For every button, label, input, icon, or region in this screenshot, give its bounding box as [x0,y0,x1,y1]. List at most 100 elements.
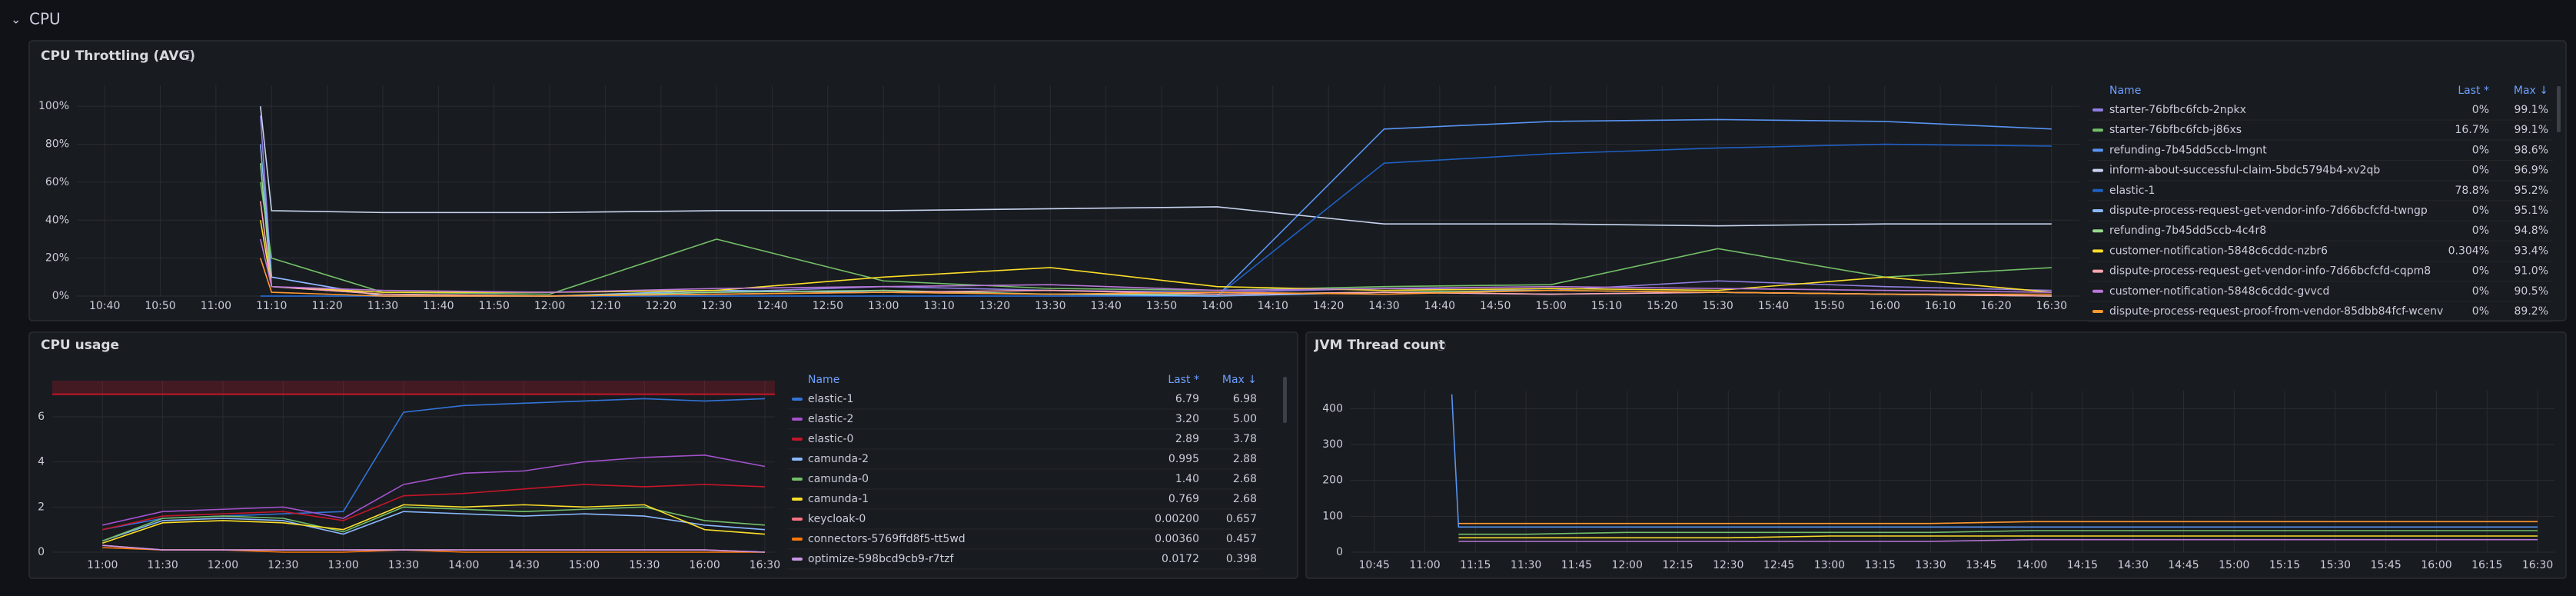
legend-last: 78.8% [2455,185,2489,197]
y-tick-label: 300 [1322,438,1343,451]
legend-last: 0.00360 [1155,533,1199,545]
panel [1305,331,2567,579]
series-line [102,504,766,544]
x-tick-label: 12:00 [534,300,565,312]
info-icon[interactable]: ⓘ [1434,339,1446,353]
x-tick-label: 12:00 [208,559,238,571]
y-tick-label: 2 [38,501,45,513]
legend-max: 2.88 [1233,453,1257,465]
legend-name[interactable]: elastic-1 [2109,185,2155,197]
legend-name[interactable]: connectors-5769ffd8f5-tt5wd [808,533,966,545]
panel-title: CPU Throttling (AVG) [41,48,195,64]
legend-swatch [2092,249,2103,253]
series-line [1458,530,2538,535]
legend-max: 0.657 [1226,513,1257,525]
y-tick-label: 0 [38,546,45,558]
legend-header[interactable]: Name [808,374,839,386]
legend-name[interactable]: refunding-7b45dd5ccb-4c4r8 [2109,225,2266,237]
legend-max: 95.2% [2515,185,2548,197]
x-tick-label: 13:45 [1966,559,1996,571]
x-tick-label: 14:45 [2168,559,2199,571]
y-tick-label: 400 [1322,402,1343,415]
legend-max: 94.8% [2515,225,2548,237]
legend-last: 0% [2472,205,2489,217]
x-tick-label: 15:50 [1813,300,1844,312]
legend-last: 0% [2472,165,2489,177]
legend-name[interactable]: customer-notification-5848c6cddc-nzbr6 [2109,245,2328,257]
x-tick-label: 14:20 [1313,300,1344,312]
panel [28,40,2567,321]
legend-name[interactable]: elastic-1 [808,393,853,405]
x-tick-label: 16:30 [750,559,780,571]
x-tick-label: 15:40 [1758,300,1789,312]
y-tick-label: 40% [45,214,69,226]
legend-header[interactable]: Max ↓ [1222,374,1257,386]
x-tick-label: 14:10 [1258,300,1288,312]
legend-name[interactable]: refunding-7b45dd5ccb-lmgnt [2109,144,2267,156]
x-tick-label: 11:00 [1409,559,1440,571]
series-line [260,238,2052,293]
x-tick-label: 14:40 [1424,300,1455,312]
legend-header[interactable]: Name [2109,85,2141,97]
legend-name[interactable]: starter-76bfbc6fcb-j86xs [2109,124,2242,136]
x-tick-label: 11:30 [147,559,178,571]
x-tick-label: 10:40 [89,300,120,312]
legend-max: 2.68 [1233,493,1257,505]
legend-max: 90.5% [2515,285,2548,298]
legend-swatch [2092,209,2103,212]
legend-name[interactable]: customer-notification-5848c6cddc-gvvcd [2109,285,2329,298]
legend-last: 0% [2472,305,2489,318]
legend-name[interactable]: keycloak-0 [808,513,866,525]
x-tick-label: 13:00 [327,559,358,571]
x-tick-label: 12:40 [756,300,787,312]
legend-name[interactable]: dispute-process-request-get-vendor-info-… [2109,265,2431,278]
scrollbar[interactable] [2557,86,2561,132]
x-tick-label: 15:20 [1647,300,1677,312]
legend-name[interactable]: camunda-0 [808,473,869,485]
legend-name[interactable]: elastic-2 [808,413,853,425]
x-tick-label: 12:30 [701,300,732,312]
legend-swatch [2092,188,2103,192]
threshold-band [52,381,775,395]
legend-name[interactable]: optimize-598bcd9cb9-r7tzf [808,553,955,565]
legend-last: 1.40 [1175,473,1199,485]
legend-header[interactable]: Max ↓ [2514,85,2548,97]
x-tick-label: 12:20 [646,300,676,312]
scrollbar[interactable] [1283,377,1287,423]
legend-swatch [2092,229,2103,233]
panel-title: JVM Thread count [1314,338,1445,353]
series-line [102,511,766,542]
legend-name[interactable]: dispute-process-request-proof-from-vendo… [2109,305,2443,318]
legend-name[interactable]: dispute-process-request-get-vendor-info-… [2109,205,2428,217]
legend-name[interactable]: elastic-0 [808,433,853,445]
x-tick-label: 15:00 [569,559,600,571]
x-tick-label: 13:50 [1146,300,1177,312]
x-tick-label: 12:00 [1612,559,1643,571]
row-chevron[interactable]: ⌄ [11,12,21,27]
row-title[interactable]: CPU [29,10,61,28]
legend-header[interactable]: Last * [2458,85,2489,97]
x-tick-label: 14:15 [2067,559,2098,571]
legend-swatch [792,538,803,541]
x-tick-label: 12:30 [1713,559,1743,571]
x-tick-label: 13:40 [1091,300,1122,312]
y-tick-label: 4 [38,456,45,468]
x-tick-label: 11:30 [1511,559,1541,571]
legend-header[interactable]: Last * [1168,374,1199,386]
legend-name[interactable]: starter-76bfbc6fcb-2npkx [2109,104,2246,116]
legend-name[interactable]: camunda-2 [808,453,869,465]
x-tick-label: 11:00 [201,300,231,312]
legend-name[interactable]: camunda-1 [808,493,869,505]
x-tick-label: 11:20 [311,300,342,312]
legend-max: 99.1% [2515,104,2548,116]
x-tick-label: 10:50 [145,300,175,312]
x-tick-label: 16:30 [2036,300,2067,312]
x-tick-label: 16:20 [1980,300,2011,312]
legend-swatch [2092,289,2103,293]
x-tick-label: 13:00 [868,300,899,312]
legend-last: 0.00200 [1155,513,1199,525]
legend-max: 91.0% [2515,265,2548,278]
legend-name[interactable]: inform-about-successful-claim-5bdc5794b4… [2109,165,2380,177]
info-icon[interactable]: ⓘ [183,49,194,63]
